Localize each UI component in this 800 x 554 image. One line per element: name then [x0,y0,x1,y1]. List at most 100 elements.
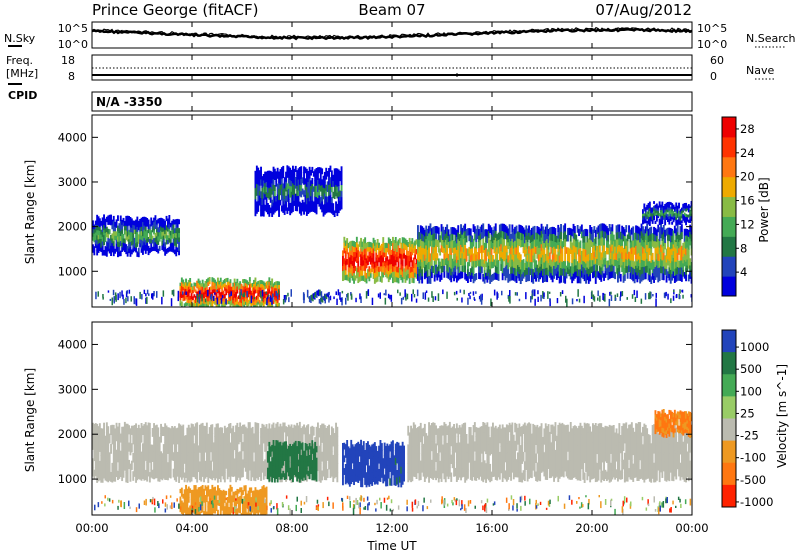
power-cell [329,177,332,184]
power-cell [615,259,618,267]
power-cell [647,203,650,207]
power-cell [190,289,193,294]
power-cell [580,257,583,265]
velocity-cell [144,431,147,442]
velocity-cell [146,434,149,445]
power-cell [625,258,628,267]
power-cell [517,238,519,246]
power-noise-cell [490,298,492,306]
power-cell [625,265,628,273]
power-cell [112,220,115,227]
power-cell [528,259,530,268]
power-cell [218,297,221,301]
power-cell [430,246,433,254]
power-cell [280,189,283,196]
velocity-cell [335,449,337,460]
velocity-cell [479,451,482,461]
power-cell [458,259,461,267]
power-cell [647,221,650,225]
velocity-cell [137,451,140,462]
power-noise-cell [453,291,456,296]
power-cell [197,282,200,287]
power-cell [690,208,692,212]
power-cell [205,300,208,305]
velocity-cell [415,461,418,471]
velocity-cell [204,469,207,479]
velocity-cell [230,436,233,445]
power-cell [273,282,276,286]
velocity-cell [478,445,480,455]
velocity-cell [115,449,118,460]
power-cell [660,244,662,253]
velocity-cell [444,462,447,473]
velocity-cell [257,451,260,462]
power-cell [272,283,275,288]
power-cell [305,203,308,211]
velocity-cell [415,470,418,479]
power-cell [601,243,604,251]
velocity-cell [228,441,230,451]
power-cell [248,280,251,285]
power-cell [210,300,212,305]
power-cell [415,258,418,265]
power-cell [690,213,692,217]
power-cell [103,239,105,246]
power-cell [179,282,182,287]
power-cell [622,254,625,263]
velocity-cell [276,431,279,441]
power-cell [167,235,169,240]
power-cell [278,182,280,189]
power-noise-cell [320,294,323,298]
power-cell [457,225,460,233]
velocity-cell [165,434,168,444]
power-cell [664,209,667,213]
power-cell [362,254,365,261]
velocity-cell [104,444,107,454]
power-cell [542,268,544,276]
power-cell [525,260,528,269]
power-noise-cell [469,295,471,300]
power-cell [494,258,497,266]
velocity-cell [322,467,325,477]
power-cell [337,196,340,203]
power-cell [610,227,612,234]
velocity-cell [169,453,172,462]
power-cell [397,255,400,262]
power-noise-cell [371,297,374,305]
velocity-cell [253,470,255,481]
power-cell [318,178,321,185]
velocity-cell [267,437,269,447]
velocity-cell [417,454,419,465]
power-noise-cell [360,296,362,303]
power-cell [403,268,405,275]
velocity-cell [117,426,119,436]
power-cell [211,285,214,290]
power-cell [351,250,354,256]
power-noise-cell [259,290,262,298]
power-cell [564,268,567,277]
power-cell [667,204,669,208]
velocity-cell [412,449,415,459]
power-cell [298,207,301,214]
power-cell [554,255,557,263]
power-cell [344,274,347,281]
power-cell [265,191,268,198]
power-noise-cell [287,292,289,297]
velocity-cell [312,426,315,436]
power-cell [211,281,214,286]
power-cell [611,250,614,258]
velocity-cell [244,453,247,463]
power-cell [643,203,646,207]
power-cell [515,246,518,255]
velocity-cell [447,452,450,462]
power-cell [278,205,280,212]
power-cell [186,282,189,286]
power-cell [489,247,492,255]
power-cell [361,256,364,262]
power-cell [492,255,494,262]
power-cell [479,233,482,241]
power-cell [617,267,619,276]
power-cell [287,171,290,178]
power-cell [211,277,214,282]
power-cell [386,269,389,275]
